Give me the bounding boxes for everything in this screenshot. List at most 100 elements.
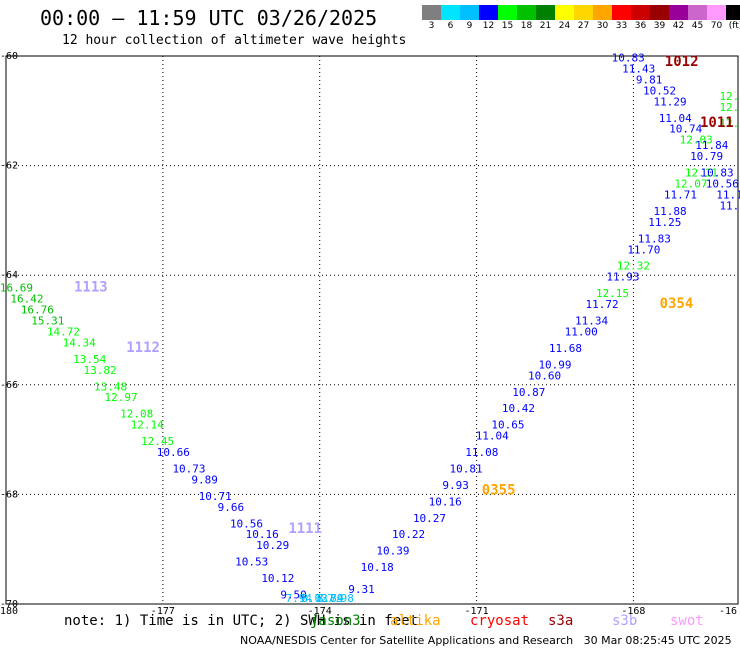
wave-height-label: 11.25 — [648, 216, 681, 229]
wave-height-label: 10.81 — [450, 462, 483, 475]
footer-credit: NOAA/NESDIS Center for Satellite Applica… — [240, 634, 732, 647]
legend-label: 24 — [558, 21, 571, 31]
wave-height-label: 10.83 — [612, 51, 645, 64]
x-tick-label: -174 — [308, 606, 332, 617]
wave-height-label: 12.08 — [120, 408, 153, 421]
y-tick-label: -62 — [0, 161, 18, 172]
wave-height-label: 10.79 — [690, 150, 723, 163]
wave-height-label: 12.14 — [131, 419, 164, 432]
wave-height-label: 11.43 — [622, 62, 655, 75]
legend-swatch — [441, 5, 460, 20]
wave-height-label: 10.22 — [392, 528, 425, 541]
wave-height-label: 9.81 — [636, 73, 663, 86]
x-tick-label: -180 — [0, 606, 18, 617]
satellite-cryosat: cryosat — [470, 613, 530, 629]
wave-height-label: 10.60 — [528, 369, 561, 382]
legend-label: 33 — [615, 21, 628, 31]
wave-height-label: 11.72 — [585, 298, 618, 311]
legend-label: 42 — [672, 21, 685, 31]
wave-height-label: 15.31 — [31, 315, 64, 328]
x-tick-label: -168 — [621, 606, 645, 617]
wave-height-label: 12.07 — [719, 90, 740, 103]
wave-height-label: 9.89 — [191, 473, 218, 486]
wave-height-label: 10.42 — [502, 402, 535, 415]
wave-height-label: 14.72 — [47, 325, 80, 338]
wave-height-label: 8.79 — [317, 592, 344, 605]
wave-height-label: 12.32 — [617, 260, 650, 273]
page-title: 00:00 – 11:59 UTC 03/26/2025 — [40, 6, 378, 30]
legend-swatch — [422, 5, 441, 20]
wave-height-label: 13.54 — [73, 353, 106, 366]
legend-swatch — [593, 5, 612, 20]
wave-height-label: 12.15 — [719, 117, 740, 130]
wave-height-label: 10.39 — [376, 545, 409, 558]
wave-height-label: 10.66 — [157, 446, 190, 459]
wave-height-label: 10.12 — [261, 572, 294, 585]
pass-time-label: 1011 — [700, 115, 734, 131]
wave-height-label: 12.35 — [719, 101, 740, 114]
wave-height-label: 10.65 — [491, 419, 524, 432]
page-subtitle: 12 hour collection of altimeter wave hei… — [62, 33, 407, 48]
wave-height-label: 10.87 — [512, 386, 545, 399]
wave-height-label: 11.84 — [695, 139, 728, 152]
wave-height-label: 11.88 — [653, 205, 686, 218]
pass-time-label: 1012 — [665, 54, 699, 70]
wave-height-label: 11.70 — [627, 243, 660, 256]
wave-height-label: 10.52 — [643, 84, 676, 97]
wave-height-label: 11.68 — [549, 342, 582, 355]
wave-height-label: 14.34 — [63, 336, 96, 349]
wave-height-label: 11.15 — [716, 188, 740, 201]
wave-height-label: 12.15 — [596, 287, 629, 300]
wave-height-label: 12.11 — [685, 167, 718, 180]
legend-swatch — [555, 5, 574, 20]
wave-height-label: 13.82 — [84, 364, 117, 377]
map-frame — [5, 55, 739, 605]
wave-height-label: 12.97 — [104, 391, 137, 404]
y-tick-label: -64 — [0, 270, 18, 281]
color-scale-legend — [422, 5, 740, 20]
wave-height-label: 9.50 — [280, 589, 307, 602]
legend-label: 39 — [653, 21, 666, 31]
legend-swatch — [498, 5, 517, 20]
wave-height-label: 16.76 — [21, 304, 54, 317]
legend-swatch — [517, 5, 536, 20]
satellite-s3b: s3b — [612, 613, 638, 629]
legend-label: 70 — [710, 21, 723, 31]
legend-label: 9 — [466, 21, 473, 31]
wave-height-label: 10.53 — [235, 556, 268, 569]
wave-height-label: 10.29 — [256, 539, 289, 552]
wave-height-label: 11.00 — [565, 325, 598, 338]
wave-height-label: 10.27 — [413, 512, 446, 525]
pass-time-label: 0354 — [660, 296, 694, 312]
satellite-jason3: jason3 — [310, 613, 361, 629]
y-tick-label: -66 — [0, 380, 18, 391]
footer-note: note: 1) Time is in UTC; 2) SWH is in fe… — [64, 613, 419, 629]
wave-height-label: 12.07 — [674, 178, 707, 191]
pass-time-label: 1112 — [126, 340, 160, 356]
wave-height-label: 10.99 — [538, 358, 571, 371]
legend-swatch — [726, 5, 740, 20]
legend-label: 45 — [691, 21, 704, 31]
wave-height-label: 10.56 — [230, 517, 263, 530]
legend-swatch — [707, 5, 726, 20]
wave-height-label: 11.68 — [719, 199, 740, 212]
wave-height-label: 7.94 — [286, 592, 313, 605]
legend-label: 6 — [447, 21, 454, 31]
wave-height-label: 11.29 — [653, 95, 686, 108]
legend-swatch — [650, 5, 669, 20]
map-grid — [6, 56, 738, 604]
pass-time-label: 1113 — [74, 280, 108, 296]
legend-label: (ft) — [728, 21, 740, 31]
y-tick-label: -68 — [0, 489, 18, 500]
wave-height-label: 16.69 — [0, 282, 33, 295]
legend-label: 30 — [596, 21, 609, 31]
legend-label: 36 — [634, 21, 647, 31]
wave-height-label: 10.73 — [172, 462, 205, 475]
wave-height-label: 10.74 — [669, 123, 702, 136]
wave-height-label: 13.48 — [94, 380, 127, 393]
satellite-s3a: s3a — [548, 613, 574, 629]
wave-height-label: 12.45 — [141, 435, 174, 448]
